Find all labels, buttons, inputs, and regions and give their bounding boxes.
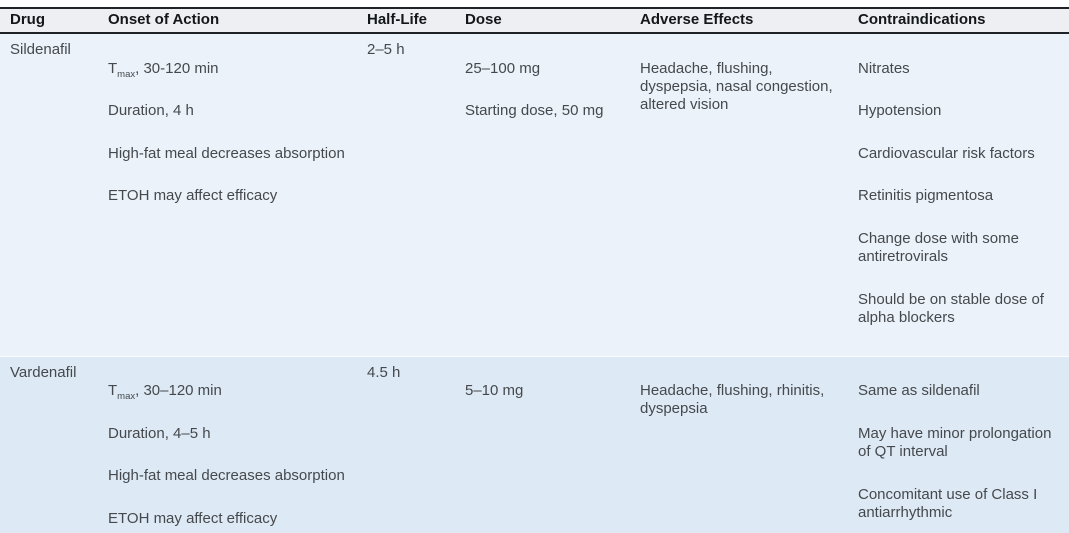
cell-adverse-effects: Headache, flushing, rhinitis, dyspepsia — [640, 364, 858, 533]
cell-onset-of-action: Tmax, 30-120 min Duration, 4 h High-fat … — [108, 41, 367, 351]
drug-comparison-table: Drug Onset of Action Half-Life Dose Adve… — [0, 7, 1069, 533]
tmax-subscript: max — [117, 68, 136, 80]
col-header-onset: Onset of Action — [108, 11, 220, 28]
col-header-drug: Drug — [10, 11, 45, 28]
onset-line: ETOH may affect efficacy — [108, 509, 278, 527]
cell-dose: 5–10 mg — [465, 364, 640, 533]
col-header-dose: Dose — [465, 11, 502, 28]
tmax-symbol: T — [108, 382, 118, 400]
onset-line: ETOH may affect efficacy — [108, 187, 278, 205]
adverse-effects-text: Headache, flushing, rhinitis, dyspepsia — [640, 382, 825, 418]
onset-line: High-fat meal decreases absorption — [108, 144, 345, 162]
cell-half-life: 2–5 h — [367, 41, 405, 59]
cell-drug-name: Vardenafil — [10, 363, 77, 381]
col-header-contraindications: Contraindications — [858, 11, 986, 28]
contraindication-item: Change dose with some antiretrovirals — [858, 229, 1019, 266]
dose-line: 5–10 mg — [465, 382, 524, 400]
contraindication-item: Retinitis pigmentosa — [858, 187, 994, 205]
table-row-vardenafil: Vardenafil Tmax, 30–120 min Duration, 4–… — [0, 355, 1069, 533]
contraindication-item: Concomitant use of Class I antiarrhythmi… — [858, 485, 1038, 521]
contraindication-item: Hypotension — [858, 102, 942, 120]
contraindication-item: May have minor prolongation of QT interv… — [858, 424, 1052, 460]
adverse-effects-text: Headache, flushing, dyspepsia, nasal con… — [640, 59, 833, 114]
tmax-subscript: max — [117, 391, 136, 403]
tmax-value: , 30-120 min — [135, 59, 219, 77]
dose-line: 25–100 mg — [465, 59, 541, 77]
cell-dose: 25–100 mg Starting dose, 50 mg — [465, 41, 640, 351]
contraindication-item: Nitrates — [858, 59, 910, 77]
table-row-sildenafil: Sildenafil Tmax, 30-120 min Duration, 4 … — [0, 34, 1069, 356]
cell-drug-name: Sildenafil — [10, 41, 71, 59]
onset-line: Duration, 4–5 h — [108, 424, 211, 442]
cell-adverse-effects: Headache, flushing, dyspepsia, nasal con… — [640, 41, 858, 351]
table-header-row: Drug Onset of Action Half-Life Dose Adve… — [0, 9, 1069, 35]
onset-line: Duration, 4 h — [108, 102, 194, 120]
contraindication-item: Cardiovascular risk factors — [858, 144, 1035, 162]
cell-onset-of-action: Tmax, 30–120 min Duration, 4–5 h High-fa… — [108, 364, 367, 533]
onset-tmax-line: Tmax, 30-120 min — [108, 59, 351, 80]
tmax-symbol: T — [108, 59, 118, 77]
onset-line: High-fat meal decreases absorption — [108, 467, 345, 485]
cell-half-life: 4.5 h — [367, 363, 401, 381]
cell-contraindications: Same as sildenafil May have minor prolon… — [858, 364, 1069, 533]
cell-contraindications: Nitrates Hypotension Cardiovascular risk… — [858, 41, 1069, 351]
contraindication-item: Same as sildenafil — [858, 382, 980, 400]
col-header-half-life: Half-Life — [367, 11, 427, 28]
dose-line: Starting dose, 50 mg — [465, 102, 604, 120]
onset-tmax-line: Tmax, 30–120 min — [108, 382, 351, 403]
contraindication-item: Should be on stable dose of alpha blocke… — [858, 290, 1044, 327]
col-header-adverse-effects: Adverse Effects — [640, 11, 754, 28]
tmax-value: , 30–120 min — [135, 382, 222, 400]
